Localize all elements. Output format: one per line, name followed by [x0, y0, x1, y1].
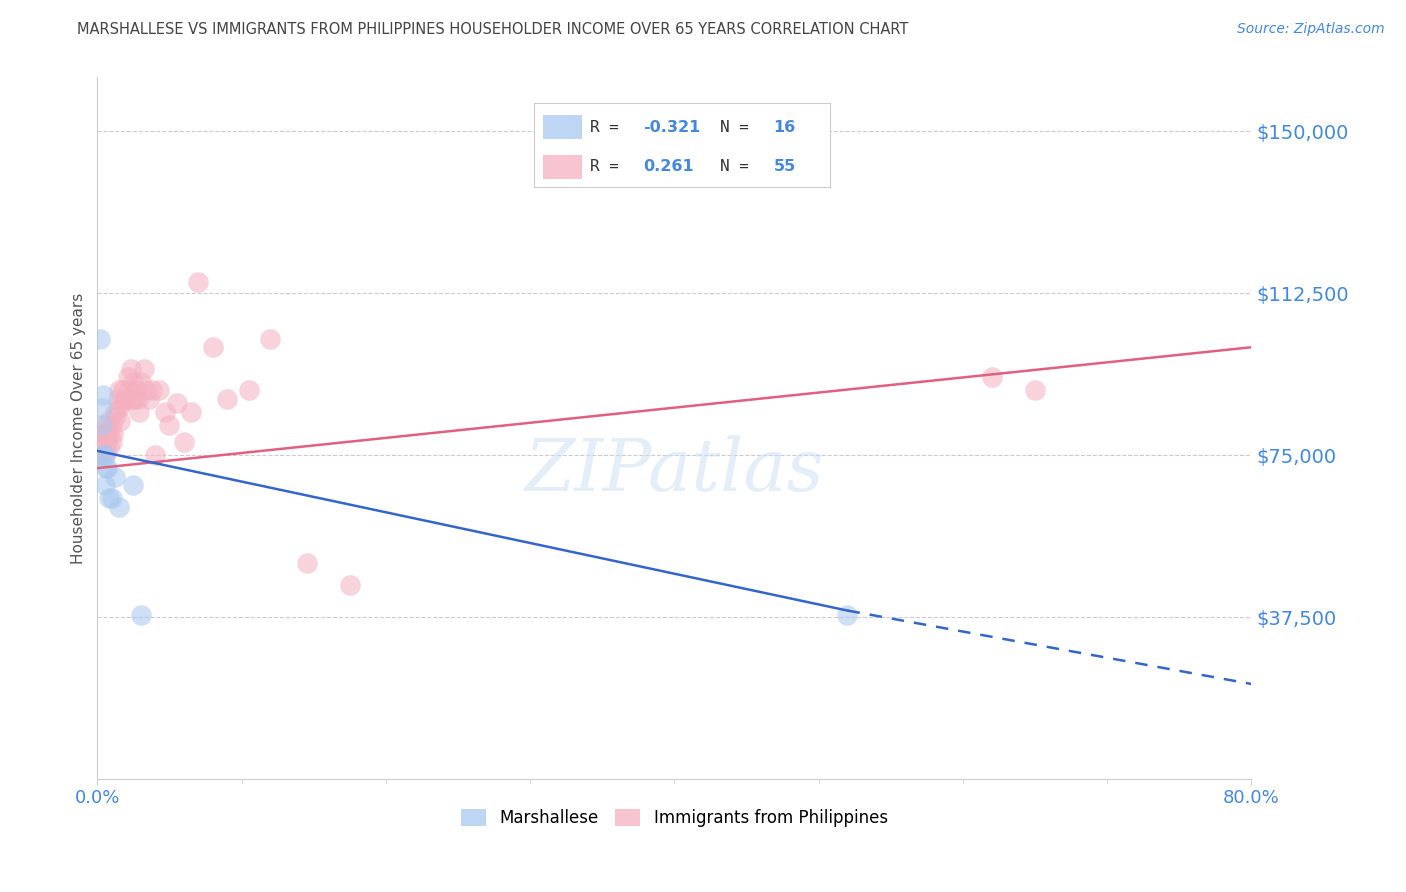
Text: MARSHALLESE VS IMMIGRANTS FROM PHILIPPINES HOUSEHOLDER INCOME OVER 65 YEARS CORR: MARSHALLESE VS IMMIGRANTS FROM PHILIPPIN…: [77, 22, 908, 37]
Point: [125, 384, 148, 398]
Bar: [543, 155, 582, 178]
Point: [180, 405, 202, 419]
Point: [1024, 384, 1046, 398]
Y-axis label: Householder Income Over 65 years: Householder Income Over 65 years: [72, 293, 86, 564]
Text: 0.261: 0.261: [644, 160, 695, 175]
Point: [89, 448, 111, 462]
Text: ZIPatlas: ZIPatlas: [524, 435, 824, 506]
Point: [94, 417, 117, 432]
Point: [96, 461, 118, 475]
Point: [980, 370, 1002, 384]
Point: [120, 361, 142, 376]
Point: [339, 577, 361, 591]
Point: [91, 426, 114, 441]
Point: [217, 392, 239, 406]
Point: [108, 384, 131, 398]
Point: [122, 375, 145, 389]
Point: [121, 392, 143, 406]
Point: [100, 417, 122, 432]
Point: [166, 396, 188, 410]
Point: [100, 491, 122, 506]
Point: [103, 426, 125, 441]
Point: [132, 361, 155, 376]
Text: R =: R =: [591, 160, 638, 175]
Text: 16: 16: [773, 120, 796, 135]
Text: 55: 55: [773, 160, 796, 175]
Point: [97, 414, 120, 428]
Point: [94, 443, 117, 458]
Point: [118, 384, 141, 398]
Point: [135, 384, 157, 398]
Point: [97, 440, 120, 454]
Point: [159, 417, 181, 432]
Point: [173, 435, 195, 450]
Point: [138, 392, 160, 406]
Point: [153, 405, 176, 419]
Point: [91, 448, 114, 462]
Point: [93, 426, 115, 441]
Point: [111, 396, 134, 410]
Point: [259, 332, 281, 346]
Point: [110, 414, 132, 428]
Text: N =: N =: [720, 120, 759, 135]
Point: [108, 500, 131, 514]
Text: Source: ZipAtlas.com: Source: ZipAtlas.com: [1237, 22, 1385, 37]
Point: [90, 417, 112, 432]
Point: [100, 435, 122, 450]
Point: [127, 392, 149, 406]
Point: [129, 607, 152, 622]
Legend: Marshallese, Immigrants from Philippines: Marshallese, Immigrants from Philippines: [454, 802, 894, 834]
Point: [128, 405, 150, 419]
Point: [93, 448, 115, 462]
Point: [96, 426, 118, 441]
Point: [104, 469, 127, 483]
Point: [93, 448, 115, 462]
Point: [117, 370, 139, 384]
Point: [112, 384, 135, 398]
Point: [98, 426, 121, 441]
Point: [143, 448, 166, 462]
Point: [148, 384, 170, 398]
Point: [97, 491, 120, 506]
Point: [105, 409, 128, 424]
Point: [187, 276, 209, 290]
Bar: [543, 115, 582, 139]
Point: [837, 607, 859, 622]
Point: [115, 392, 138, 406]
Point: [108, 401, 131, 415]
Point: [90, 401, 112, 415]
Point: [91, 388, 114, 402]
Point: [129, 375, 152, 389]
Text: R =: R =: [591, 120, 628, 135]
Point: [295, 556, 318, 570]
Point: [96, 435, 118, 450]
Point: [201, 340, 224, 354]
Text: -0.321: -0.321: [644, 120, 700, 135]
Point: [90, 435, 112, 450]
Point: [122, 478, 145, 492]
Point: [124, 392, 146, 406]
Point: [93, 478, 115, 492]
Point: [89, 332, 111, 346]
Point: [141, 384, 163, 398]
Point: [107, 392, 129, 406]
Point: [94, 461, 117, 475]
Point: [114, 392, 136, 406]
Text: N =: N =: [720, 160, 759, 175]
Point: [104, 405, 127, 419]
Point: [238, 384, 260, 398]
